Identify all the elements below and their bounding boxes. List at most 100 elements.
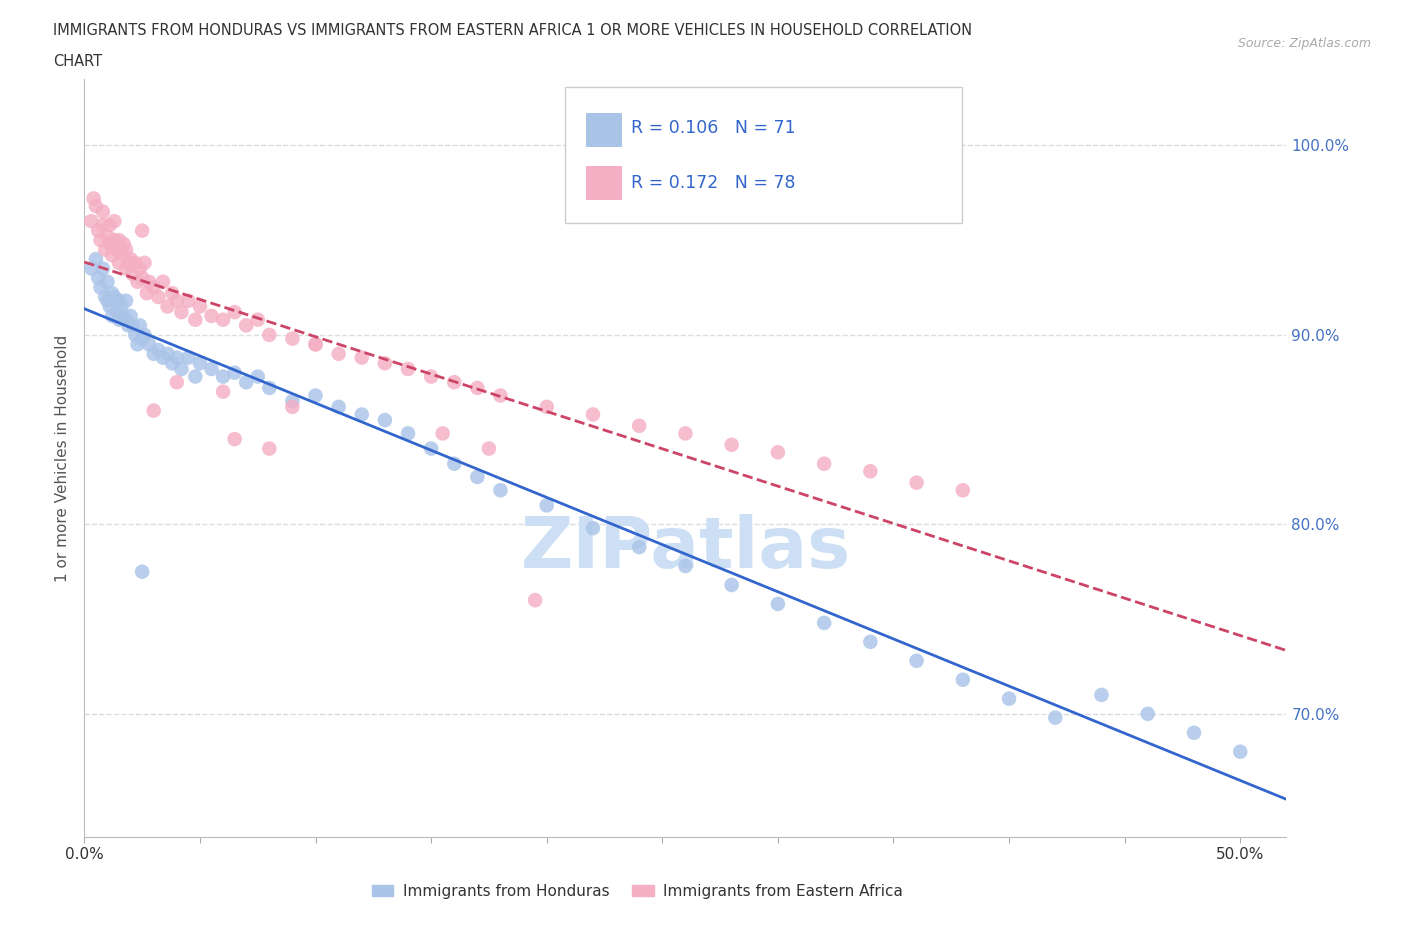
- Point: [108, 293, 131, 308]
- Point: [138, 274, 160, 289]
- Point: [94, 289, 117, 304]
- Point: [127, 274, 149, 289]
- Point: [117, 318, 139, 333]
- Point: [166, 293, 188, 308]
- Point: [101, 309, 124, 324]
- Point: [1229, 744, 1251, 759]
- Point: [105, 305, 128, 320]
- Point: [127, 337, 149, 352]
- Point: [224, 305, 246, 320]
- Point: [304, 337, 326, 352]
- Point: [152, 351, 174, 365]
- Point: [110, 246, 132, 260]
- Point: [110, 299, 132, 313]
- Point: [115, 242, 138, 257]
- Point: [582, 521, 605, 536]
- Point: [998, 691, 1021, 706]
- Point: [328, 346, 350, 361]
- Point: [103, 289, 125, 304]
- Point: [304, 388, 326, 403]
- Point: [115, 261, 138, 276]
- Point: [91, 218, 114, 232]
- Point: [536, 498, 558, 512]
- Point: [859, 634, 882, 649]
- Point: [91, 205, 114, 219]
- Point: [134, 256, 156, 271]
- Point: [103, 232, 125, 247]
- Point: [246, 312, 269, 327]
- Point: [184, 369, 207, 384]
- Point: [524, 592, 547, 607]
- Point: [90, 280, 112, 295]
- Point: [96, 229, 118, 244]
- Point: [1045, 711, 1067, 725]
- Point: [467, 470, 489, 485]
- Point: [87, 271, 110, 286]
- Point: [117, 256, 139, 271]
- Point: [138, 337, 160, 352]
- Text: Source: ZipAtlas.com: Source: ZipAtlas.com: [1237, 37, 1371, 50]
- Point: [374, 356, 396, 371]
- Point: [84, 252, 107, 267]
- Point: [432, 426, 454, 441]
- Point: [212, 369, 235, 384]
- Point: [720, 437, 742, 452]
- Point: [420, 369, 443, 384]
- Point: [1182, 725, 1205, 740]
- Point: [235, 375, 257, 390]
- Point: [83, 191, 105, 206]
- Point: [166, 351, 188, 365]
- Point: [281, 331, 304, 346]
- Point: [1090, 687, 1112, 702]
- Point: [905, 654, 928, 669]
- Text: ZIPatlas: ZIPatlas: [520, 514, 851, 583]
- Point: [246, 369, 269, 384]
- Point: [259, 441, 281, 456]
- Point: [142, 404, 165, 418]
- Point: [720, 578, 742, 592]
- Text: R = 0.172   N = 78: R = 0.172 N = 78: [631, 174, 796, 192]
- Point: [813, 616, 835, 631]
- Point: [103, 214, 125, 229]
- Point: [135, 286, 157, 300]
- Point: [134, 327, 156, 342]
- Point: [259, 327, 281, 342]
- Point: [188, 299, 211, 313]
- Point: [131, 271, 153, 286]
- Point: [675, 559, 697, 574]
- Text: CHART: CHART: [53, 54, 103, 69]
- Point: [101, 247, 124, 262]
- Point: [952, 483, 974, 498]
- Point: [80, 261, 103, 276]
- FancyBboxPatch shape: [565, 86, 962, 223]
- Point: [128, 318, 150, 333]
- Point: [766, 596, 789, 611]
- Point: [80, 214, 103, 229]
- Point: [813, 457, 835, 472]
- Point: [148, 342, 170, 357]
- Point: [142, 346, 165, 361]
- Point: [142, 280, 165, 295]
- Point: [582, 407, 605, 422]
- Point: [112, 236, 135, 251]
- Point: [98, 299, 121, 313]
- Point: [156, 346, 179, 361]
- Point: [87, 223, 110, 238]
- FancyBboxPatch shape: [586, 113, 621, 147]
- Point: [536, 399, 558, 414]
- Point: [675, 426, 697, 441]
- Point: [131, 565, 153, 579]
- Point: [259, 380, 281, 395]
- Point: [396, 362, 419, 377]
- Point: [420, 441, 443, 456]
- Point: [108, 312, 131, 327]
- Point: [148, 289, 170, 304]
- Point: [98, 218, 121, 232]
- Point: [281, 393, 304, 408]
- Point: [478, 441, 501, 456]
- Point: [628, 418, 651, 433]
- Legend: Immigrants from Honduras, Immigrants from Eastern Africa: Immigrants from Honduras, Immigrants fro…: [366, 878, 908, 905]
- Point: [188, 356, 211, 371]
- Point: [96, 293, 118, 308]
- Point: [101, 286, 124, 300]
